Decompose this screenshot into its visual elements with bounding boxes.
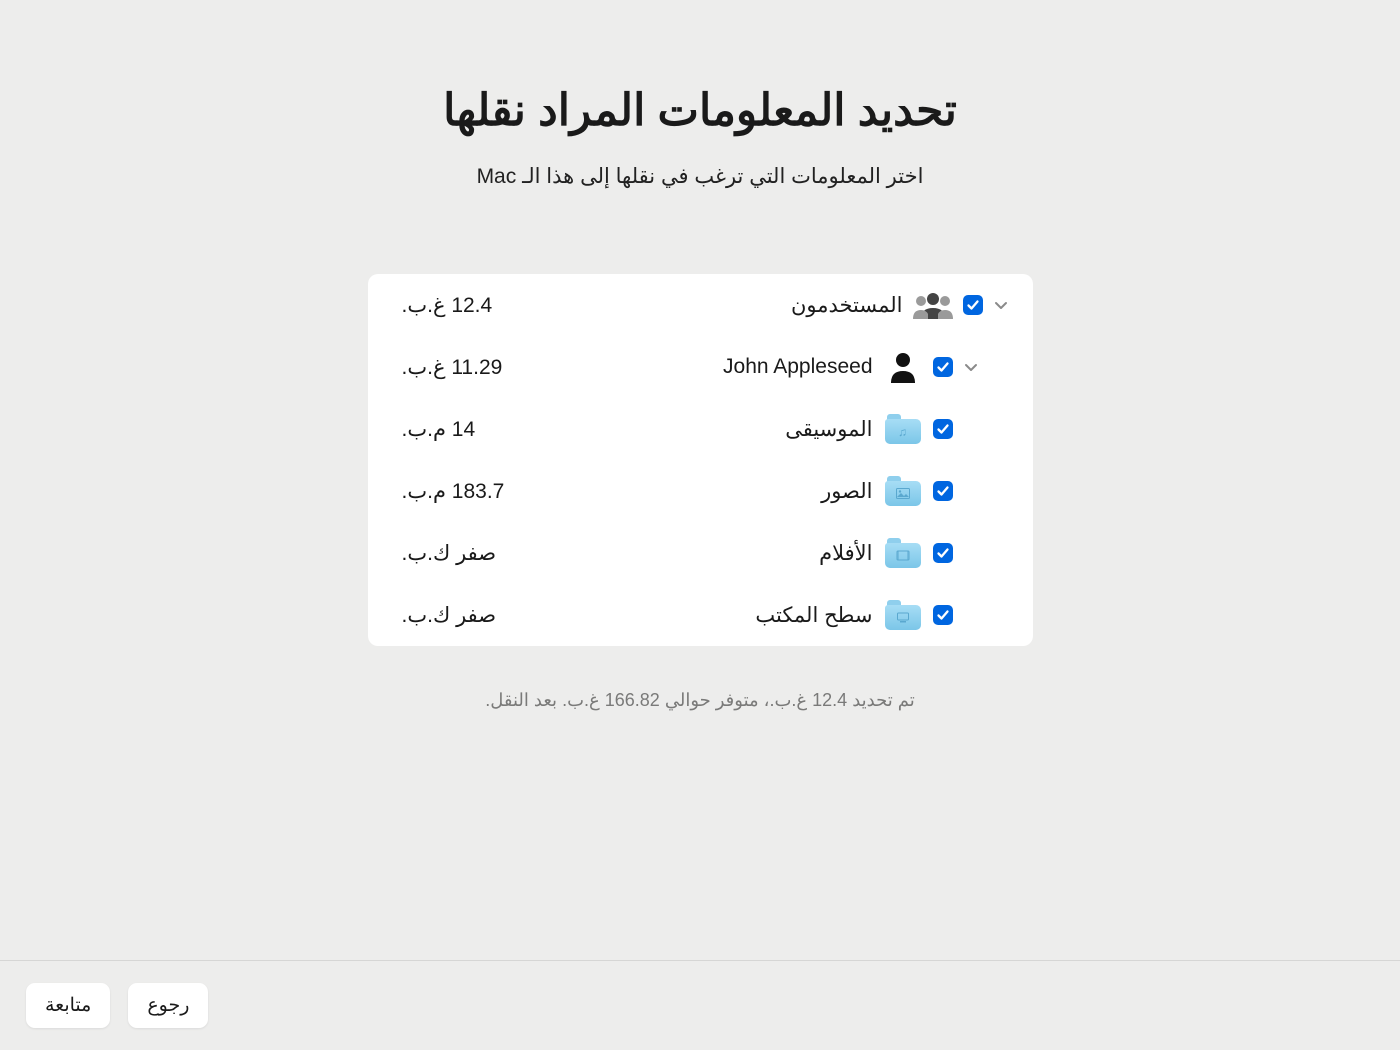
continue-button[interactable]: متابعة [26,983,110,1028]
chevron-down-icon[interactable] [963,362,979,372]
checkbox[interactable] [933,357,953,377]
checkbox[interactable] [933,543,953,563]
size-label: صفر ك.ب. [402,603,532,628]
list-item-music[interactable]: 14 م.ب. الموسيقى ♫ [368,398,1033,460]
footer-bar: متابعة رجوع [0,960,1400,1050]
folder-movies-icon [883,533,923,573]
size-label: 14 م.ب. [402,417,532,442]
page-subtitle: اختر المعلومات التي ترغب في نقلها إلى هذ… [477,164,924,189]
checkbox[interactable] [933,605,953,625]
item-label: John Appleseed [723,355,872,379]
folder-desktop-icon [883,595,923,635]
item-label: سطح المكتب [755,603,872,628]
list-item-movies[interactable]: صفر ك.ب. الأفلام [368,522,1033,584]
users-icon [913,285,953,325]
folder-music-icon: ♫ [883,409,923,449]
list-item-user-john[interactable]: 11.29 غ.ب. John Appleseed [368,336,1033,398]
list-item-desktop[interactable]: صفر ك.ب. سطح المكتب [368,584,1033,646]
checkbox[interactable] [963,295,983,315]
page-title: تحديد المعلومات المراد نقلها [443,85,957,136]
size-label: 11.29 غ.ب. [402,355,532,380]
item-label: المستخدمون [791,293,903,318]
size-label: 12.4 غ.ب. [402,293,532,318]
item-label: الأفلام [819,541,872,566]
folder-pictures-icon [883,471,923,511]
main-content: تحديد المعلومات المراد نقلها اختر المعلو… [0,0,1400,960]
migration-list: 12.4 غ.ب. المستخدمون [368,274,1033,646]
back-button[interactable]: رجوع [128,983,208,1028]
list-item-pictures[interactable]: 183.7 م.ب. الصور [368,460,1033,522]
checkbox[interactable] [933,481,953,501]
checkbox[interactable] [933,419,953,439]
size-label: صفر ك.ب. [402,541,532,566]
status-text: تم تحديد 12.4 غ.ب.، متوفر حوالي 166.82 غ… [485,690,914,711]
item-label: الموسيقى [785,417,872,442]
list-item-users[interactable]: 12.4 غ.ب. المستخدمون [368,274,1033,336]
person-icon [883,347,923,387]
size-label: 183.7 م.ب. [402,479,532,504]
chevron-down-icon[interactable] [993,300,1009,310]
item-label: الصور [821,479,872,504]
